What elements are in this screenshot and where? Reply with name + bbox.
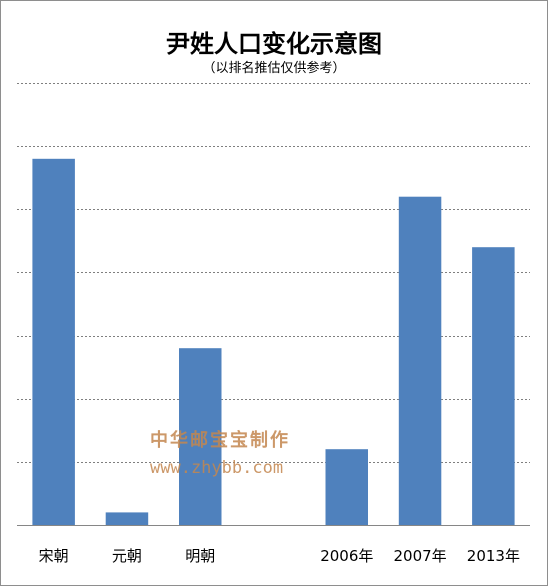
- x-tick-label: 2006年: [320, 547, 373, 565]
- chart-subtitle: （以排名推估仅供参考）: [202, 61, 346, 76]
- bar: [179, 348, 222, 525]
- bar: [325, 449, 368, 525]
- bar: [32, 158, 75, 526]
- x-tick-label: 明朝: [185, 547, 215, 565]
- bar: [472, 247, 515, 525]
- bar: [398, 196, 442, 525]
- bar: [105, 512, 149, 525]
- x-tick-label: 元朝: [112, 547, 142, 565]
- x-tick-label: 宋朝: [39, 547, 69, 565]
- watermark-url: www.zhybb.com: [150, 458, 284, 478]
- x-tick-label: 2013年: [467, 547, 520, 565]
- x-tick-label: 2007年: [394, 547, 447, 565]
- watermark-text: 中华邮宝宝制作: [150, 430, 290, 451]
- chart-title: 尹姓人口变化示意图: [166, 29, 382, 58]
